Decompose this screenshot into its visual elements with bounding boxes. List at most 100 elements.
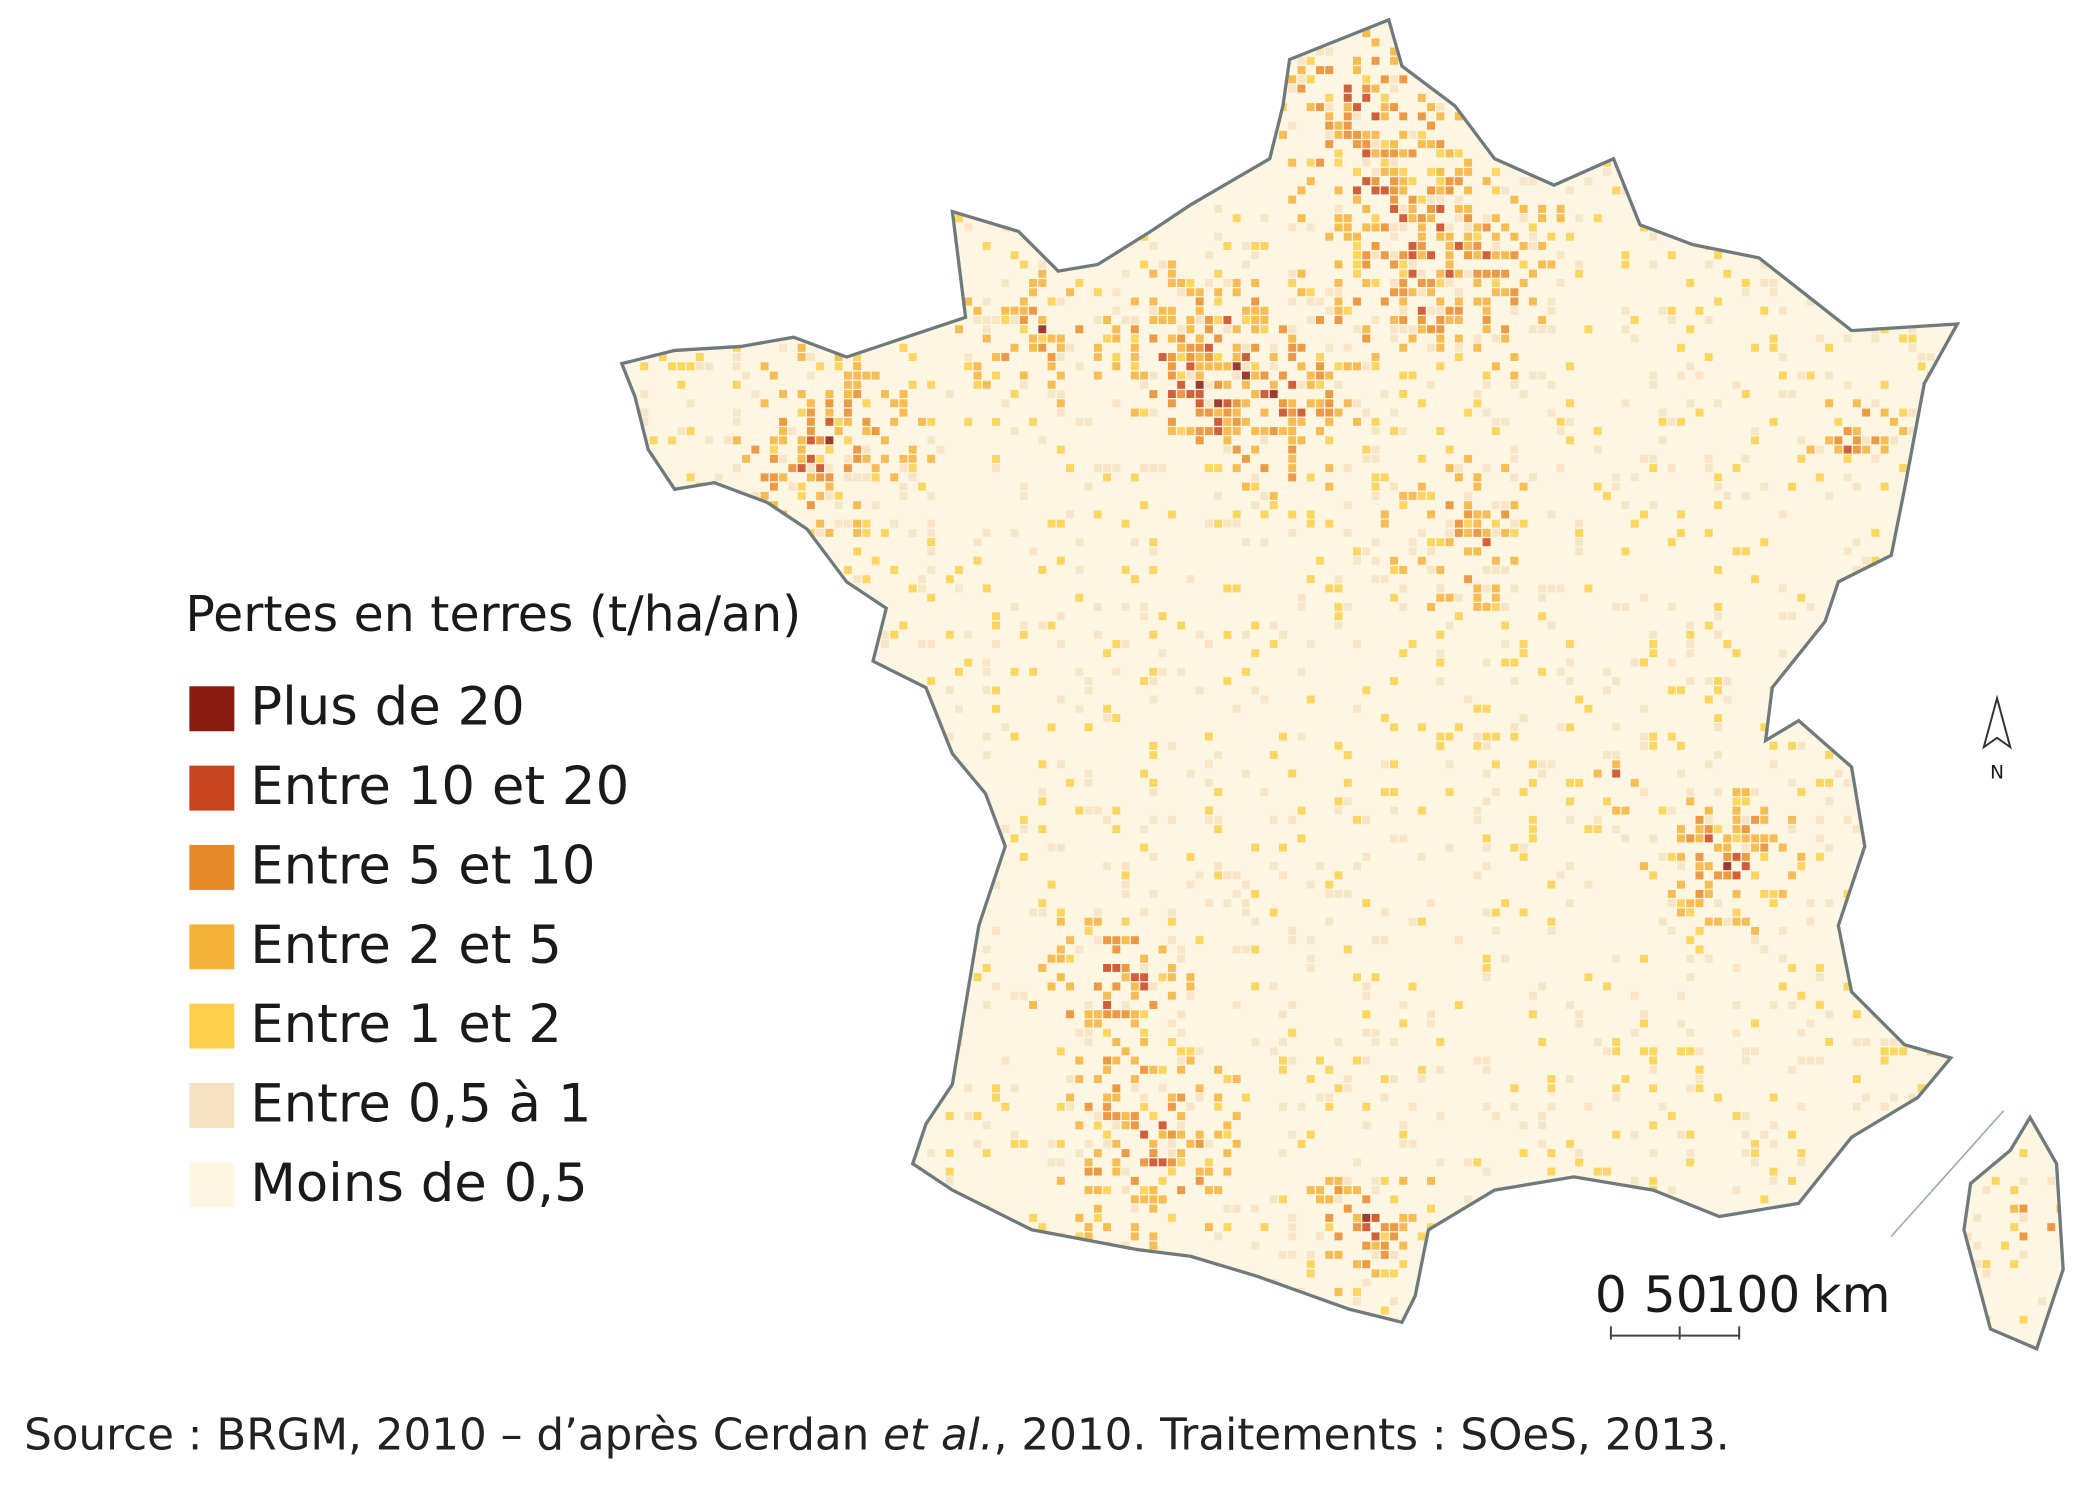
erosion-cell — [1390, 760, 1399, 769]
erosion-cell — [1223, 871, 1232, 880]
erosion-cell — [1399, 1139, 1408, 1148]
erosion-cell — [1103, 1139, 1112, 1148]
erosion-cell — [2047, 825, 2056, 834]
erosion-cell — [1973, 1241, 1982, 1250]
erosion-cell — [871, 852, 880, 861]
erosion-cell — [1556, 464, 1565, 473]
erosion-cell — [1723, 695, 1732, 704]
erosion-cell — [816, 704, 825, 713]
erosion-cell — [1001, 723, 1010, 732]
erosion-cell — [1390, 788, 1399, 797]
erosion-cell — [1547, 1102, 1556, 1111]
erosion-cell — [1353, 103, 1361, 112]
erosion-cell — [1371, 1176, 1380, 1185]
erosion-cell — [732, 815, 741, 824]
erosion-cell — [1454, 593, 1463, 602]
erosion-cell — [1149, 788, 1158, 797]
erosion-cell — [1001, 1232, 1010, 1241]
erosion-cell — [1704, 677, 1713, 685]
erosion-cell — [769, 834, 778, 843]
erosion-cell — [2028, 695, 2037, 704]
erosion-cell — [1380, 575, 1389, 584]
erosion-cell — [1491, 427, 1500, 436]
erosion-cell — [1732, 917, 1741, 926]
erosion-cell — [1343, 1075, 1352, 1084]
erosion-cell — [1769, 1167, 1778, 1176]
erosion-cell — [927, 232, 936, 241]
erosion-cell — [1852, 630, 1861, 639]
erosion-cell — [982, 241, 991, 250]
erosion-cell — [1602, 982, 1611, 991]
erosion-cell — [1454, 306, 1463, 315]
erosion-cell — [1371, 1241, 1380, 1250]
erosion-cell — [1260, 325, 1269, 334]
erosion-cell — [1473, 602, 1482, 611]
erosion-cell — [1251, 1343, 1260, 1349]
erosion-cell — [1121, 1112, 1130, 1121]
erosion-cell — [1889, 130, 1898, 139]
erosion-cell — [1112, 1139, 1121, 1148]
erosion-cell — [742, 1084, 751, 1093]
erosion-cell — [1602, 686, 1611, 695]
corsica-separator — [1890, 1110, 2005, 1237]
erosion-cell — [816, 214, 825, 223]
erosion-cell — [1427, 214, 1436, 223]
erosion-cell — [1982, 658, 1991, 667]
erosion-cell — [649, 778, 658, 787]
erosion-cell — [640, 297, 649, 306]
erosion-cell — [695, 149, 704, 158]
erosion-cell — [1427, 1287, 1436, 1296]
erosion-cell — [1010, 186, 1019, 195]
erosion-cell — [1788, 815, 1797, 824]
erosion-cell — [1464, 575, 1473, 584]
erosion-cell — [1491, 565, 1500, 574]
erosion-cell — [1788, 1223, 1797, 1232]
erosion-cell — [1528, 269, 1537, 278]
erosion-cell — [917, 1297, 926, 1306]
erosion-cell — [1584, 38, 1593, 47]
erosion-cell — [1797, 436, 1806, 445]
erosion-cell — [1639, 1010, 1648, 1019]
erosion-cell — [1991, 427, 2000, 436]
erosion-cell — [1362, 547, 1371, 556]
erosion-cell — [1954, 491, 1963, 500]
erosion-cell — [1815, 973, 1824, 982]
erosion-cell — [1843, 380, 1852, 389]
legend-swatch — [189, 1083, 235, 1128]
erosion-cell — [825, 158, 834, 167]
erosion-cell — [1510, 1306, 1519, 1315]
erosion-cell — [1769, 343, 1778, 352]
erosion-cell — [1149, 1001, 1158, 1009]
erosion-cell — [1232, 519, 1241, 528]
erosion-cell — [1593, 1167, 1602, 1176]
erosion-cell — [1501, 56, 1510, 65]
legend-swatch — [189, 1162, 235, 1208]
erosion-cell — [899, 408, 908, 417]
erosion-cell — [1982, 677, 1991, 685]
erosion-cell — [2038, 954, 2046, 963]
erosion-cell — [1519, 1121, 1528, 1130]
erosion-cell — [1945, 75, 1954, 84]
erosion-cell — [1667, 686, 1676, 695]
erosion-cell — [853, 519, 862, 528]
erosion-cell — [880, 29, 889, 38]
erosion-cell — [1010, 251, 1019, 260]
erosion-cell — [1510, 121, 1519, 130]
erosion-cell — [1760, 843, 1769, 852]
erosion-cell — [1538, 371, 1547, 380]
erosion-cell — [1973, 84, 1982, 93]
erosion-cell — [1241, 260, 1250, 269]
erosion-cell — [917, 1176, 926, 1185]
erosion-cell — [1186, 288, 1195, 297]
erosion-cell — [1436, 177, 1445, 186]
erosion-cell — [1880, 723, 1889, 732]
erosion-cell — [1501, 223, 1510, 232]
erosion-cell — [1639, 862, 1648, 871]
erosion-cell — [677, 973, 686, 982]
erosion-cell — [899, 103, 908, 112]
erosion-cell — [1575, 214, 1584, 223]
erosion-cell — [1047, 390, 1056, 399]
erosion-cell — [1195, 112, 1204, 121]
erosion-cell — [1010, 528, 1019, 537]
erosion-cell — [806, 1038, 815, 1046]
